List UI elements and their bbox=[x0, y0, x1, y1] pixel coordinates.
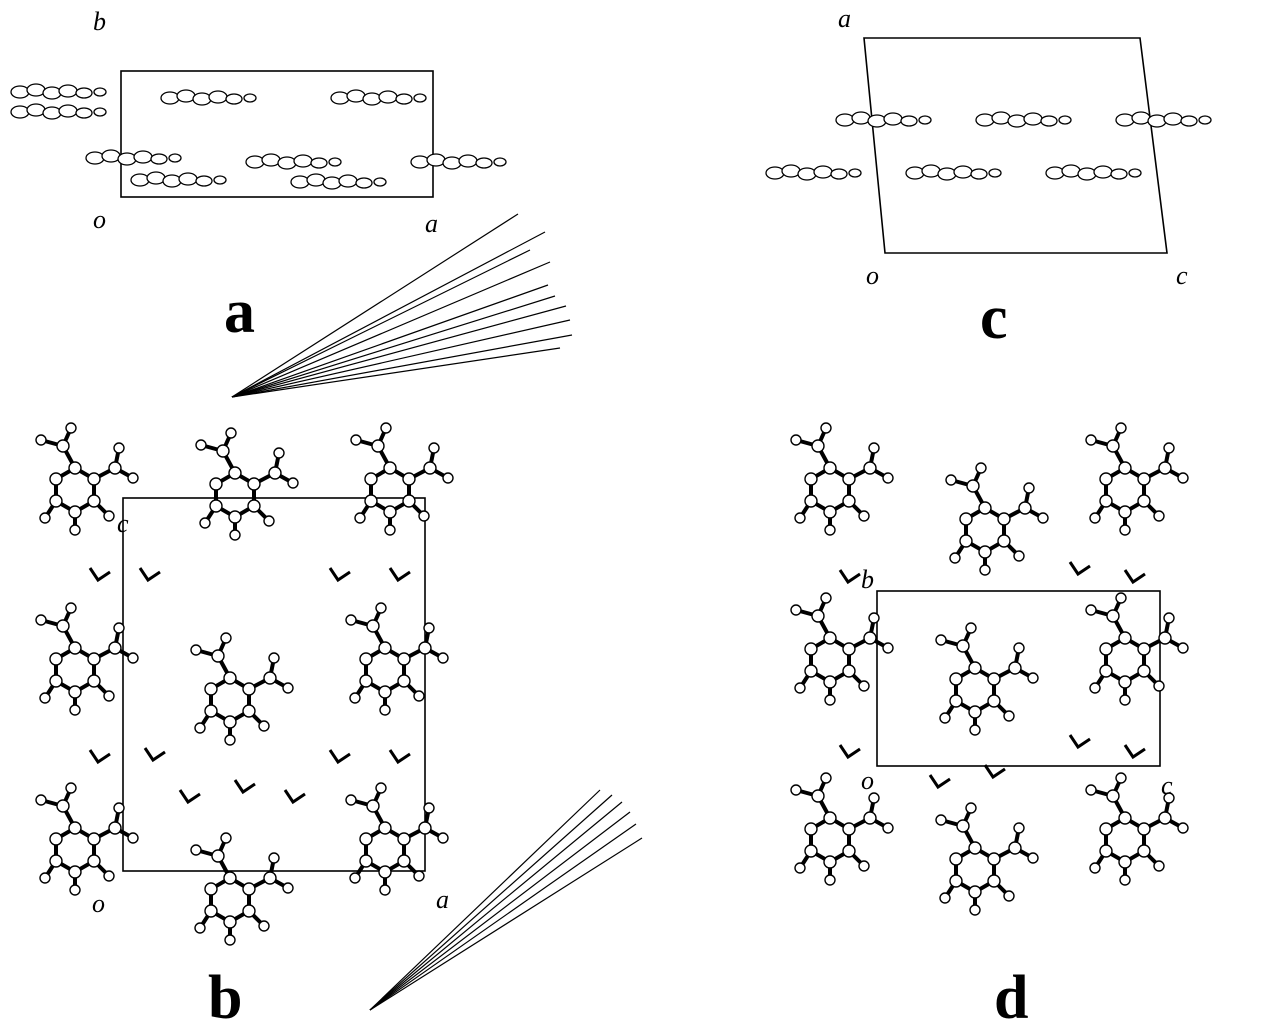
molecule-row bbox=[246, 154, 341, 169]
panel-c: a o c c bbox=[766, 4, 1211, 352]
unit-cell bbox=[864, 38, 1167, 253]
molecule-row bbox=[291, 174, 386, 189]
axis-label: a bbox=[838, 4, 851, 33]
molecule-row bbox=[86, 150, 181, 165]
molecule bbox=[351, 423, 453, 535]
panel-label: d bbox=[994, 964, 1028, 1024]
axis-label: c bbox=[1161, 771, 1173, 800]
panel-label: a bbox=[224, 278, 255, 346]
solvent bbox=[1070, 735, 1090, 747]
molecule bbox=[791, 773, 893, 885]
solvent bbox=[1070, 562, 1090, 574]
axis-label: o bbox=[866, 261, 879, 290]
molecule bbox=[1086, 423, 1188, 535]
axis-label: o bbox=[92, 889, 105, 918]
molecule-row bbox=[131, 172, 226, 187]
panel-a: b o a a bbox=[11, 7, 572, 397]
molecule bbox=[946, 463, 1048, 575]
molecule bbox=[196, 428, 298, 540]
molecule-row bbox=[1116, 112, 1211, 127]
panel-label: b bbox=[208, 964, 242, 1024]
rod-fan bbox=[370, 790, 642, 1010]
solvent bbox=[140, 568, 160, 580]
molecule-row bbox=[161, 90, 256, 105]
solvent bbox=[1125, 745, 1145, 757]
molecule-row bbox=[976, 112, 1071, 127]
molecule-row bbox=[411, 154, 506, 169]
rod-fan bbox=[232, 214, 572, 397]
molecule bbox=[346, 783, 448, 895]
molecule bbox=[936, 803, 1038, 915]
axis-label: a bbox=[425, 209, 438, 238]
solvent bbox=[840, 745, 860, 757]
molecule-layers bbox=[11, 84, 506, 189]
solvent bbox=[390, 750, 410, 762]
molecule-row bbox=[906, 165, 1001, 180]
solvent bbox=[90, 750, 110, 762]
molecule bbox=[191, 833, 293, 945]
axis-label: c bbox=[1176, 261, 1188, 290]
solvent bbox=[235, 780, 255, 792]
molecule bbox=[346, 603, 448, 715]
molecule-row bbox=[836, 112, 931, 127]
panel-d: b o c d bbox=[791, 423, 1188, 1024]
axis-label: b bbox=[861, 565, 874, 594]
axis-label: o bbox=[861, 766, 874, 795]
solvent bbox=[180, 790, 200, 802]
axis-label: b bbox=[93, 7, 106, 36]
axis-label: a bbox=[436, 885, 449, 914]
axis-label: o bbox=[93, 205, 106, 234]
axis-label: c bbox=[117, 509, 129, 538]
molecule-row bbox=[1046, 165, 1141, 180]
molecule-row bbox=[11, 84, 106, 99]
solvent bbox=[840, 570, 860, 582]
molecule-row bbox=[11, 104, 106, 119]
solvent bbox=[330, 750, 350, 762]
solvent bbox=[285, 790, 305, 802]
molecule-row bbox=[331, 90, 426, 105]
solvent bbox=[145, 748, 165, 760]
solvent bbox=[1125, 570, 1145, 582]
molecule-row bbox=[766, 165, 861, 180]
solvent bbox=[390, 568, 410, 580]
solvent bbox=[930, 775, 950, 787]
panel-b: c o a b bbox=[36, 423, 642, 1024]
molecule bbox=[936, 623, 1038, 735]
solvent bbox=[330, 568, 350, 580]
panel-label: c bbox=[980, 284, 1008, 352]
molecule bbox=[791, 423, 893, 535]
solvent bbox=[90, 568, 110, 580]
figure: b o a a c o a bbox=[0, 0, 1279, 1024]
molecule bbox=[191, 633, 293, 745]
molecule bbox=[1086, 773, 1188, 885]
molecule bbox=[1086, 593, 1188, 705]
